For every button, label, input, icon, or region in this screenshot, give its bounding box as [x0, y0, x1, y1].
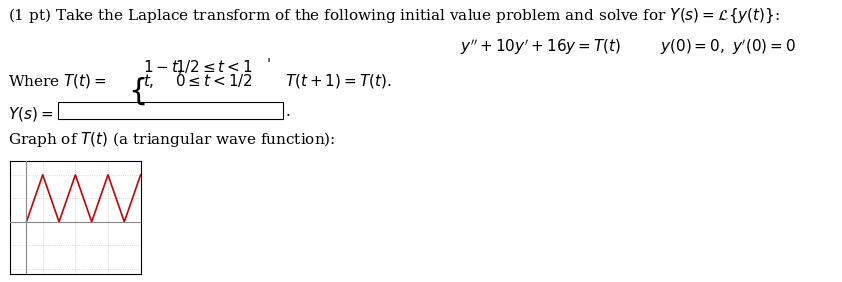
Text: .: .: [286, 105, 290, 119]
Text: Graph of $T(t)$ (a triangular wave function):: Graph of $T(t)$ (a triangular wave funct…: [8, 130, 336, 149]
Text: Where $T(t) = $: Where $T(t) = $: [8, 72, 107, 90]
FancyBboxPatch shape: [58, 102, 283, 119]
Text: $y(0) = 0, \ y'(0) = 0$: $y(0) = 0, \ y'(0) = 0$: [660, 37, 797, 57]
Text: $1-t,$: $1-t,$: [143, 58, 183, 76]
Text: $0 \leq t < 1/2$: $0 \leq t < 1/2$: [175, 72, 253, 89]
Text: $Y(s) =$: $Y(s) =$: [8, 105, 53, 123]
Text: $\{$: $\{$: [128, 75, 146, 107]
Text: ': ': [267, 58, 276, 72]
Text: $y'' + 10y' + 16y = T(t)$: $y'' + 10y' + 16y = T(t)$: [460, 37, 621, 57]
Text: $T(t+1) = T(t).$: $T(t+1) = T(t).$: [285, 72, 392, 90]
Text: $t,$: $t,$: [143, 72, 154, 90]
Text: $1/2 \leq t < 1$: $1/2 \leq t < 1$: [175, 58, 253, 75]
Text: (1 pt) Take the Laplace transform of the following initial value problem and sol: (1 pt) Take the Laplace transform of the…: [8, 7, 780, 25]
